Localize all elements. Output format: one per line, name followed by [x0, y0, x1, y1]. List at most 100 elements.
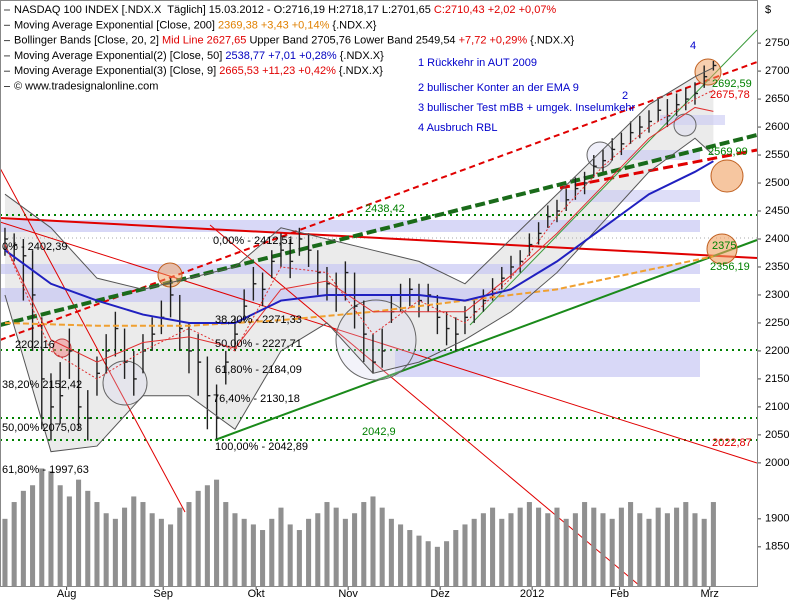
- volume-bar: [296, 530, 302, 586]
- highlight-circle: [335, 299, 417, 381]
- volume-bar: [57, 485, 63, 586]
- volume-bar: [352, 513, 358, 586]
- x-tick-label: Okt: [248, 588, 265, 600]
- bollinger-fill: [4, 67, 714, 452]
- volume-bar: [342, 518, 348, 586]
- legend-text: Upper Band 2705,76 Lower Band 2549,54: [246, 35, 458, 47]
- volume-bar: [306, 518, 312, 586]
- volume-bar: [600, 513, 606, 586]
- volume-bar: [701, 518, 707, 586]
- annotation: 61,80% - 1997,63: [2, 464, 89, 476]
- volume-bar: [149, 513, 155, 586]
- annotation: 4 Ausbruch RBL: [418, 122, 498, 134]
- volume-bar: [2, 518, 8, 586]
- volume-bar: [214, 479, 220, 586]
- volume-bar: [66, 496, 72, 586]
- volume-bar: [269, 518, 275, 586]
- y-tick-label: 2050: [765, 429, 789, 441]
- legend-entry: © www.tradesignalonline.com: [14, 80, 158, 92]
- volume-bar: [241, 518, 247, 586]
- legend-text: Moving Average Exponential(3) [Close, 9]: [14, 65, 219, 77]
- volume-bar: [48, 471, 54, 586]
- volume-bar: [204, 485, 210, 586]
- annotation: 4: [690, 40, 696, 52]
- text-layer: 2750 2700 2650 2600 2550 2500 2450 2400 2350 2300…: [2, 4, 789, 600]
- y-tick-label: 2350: [765, 261, 789, 273]
- y-tick-label: 2150: [765, 373, 789, 385]
- y-tick-label: 1850: [765, 541, 789, 553]
- volume-bar: [232, 513, 238, 586]
- legend-text: 2369,38 +3,43 +0,14%: [218, 19, 330, 31]
- volume-bar: [655, 507, 661, 586]
- legend-text: C:2710,43 +2,02 +0,07%: [434, 4, 557, 16]
- y-tick-label: 2500: [765, 177, 789, 189]
- volume-bar: [554, 507, 560, 586]
- volume-profile: [620, 150, 700, 160]
- x-tick-label: Dez: [430, 588, 450, 600]
- legend-text: Bollinger Bands [Close, 20, 2]: [14, 35, 162, 47]
- volume-bar: [112, 518, 118, 586]
- legend-text: {.NDX.X}: [336, 65, 383, 77]
- volume-bar: [692, 513, 698, 586]
- volume-profile: [395, 350, 700, 377]
- volume-bar: [407, 530, 413, 586]
- annotation: 38,20% - 2271,33: [215, 314, 302, 326]
- y-tick-label: 2400: [765, 233, 789, 245]
- volume-profile: [0, 264, 700, 274]
- volume-bar: [158, 518, 164, 586]
- annotation: 50,00% 2075,03: [2, 422, 82, 434]
- annotation: 2569,99: [708, 146, 748, 158]
- annotation: 2202,16: [15, 339, 55, 351]
- y-tick-label: 2750: [765, 37, 789, 49]
- highlight-circle: [52, 338, 72, 358]
- volume-bar: [30, 485, 36, 586]
- x-tick-label: Nov: [338, 588, 358, 600]
- y-tick-label: 2550: [765, 149, 789, 161]
- indicator-line: [4, 67, 714, 290]
- volume-bar: [453, 530, 459, 586]
- volume-bar: [370, 496, 376, 586]
- volume-bar: [526, 502, 532, 586]
- data-layer: [2, 61, 717, 586]
- annotation: 2375: [712, 240, 736, 252]
- volume-bar: [250, 524, 256, 586]
- fill-layer: [4, 67, 714, 452]
- indicator-line: [4, 137, 714, 453]
- annotation: 2438,42: [365, 203, 405, 215]
- annotation: 2042,9: [362, 426, 396, 438]
- y-tick-label: 2600: [765, 121, 789, 133]
- volume-bar: [609, 518, 615, 586]
- annotation: 2675,78: [710, 89, 750, 101]
- highlight-circle: [586, 141, 614, 169]
- volume-bar: [388, 518, 394, 586]
- volume-bar: [462, 524, 468, 586]
- volume-bar: [490, 507, 496, 586]
- volume-bar: [103, 513, 109, 586]
- y-tick-label: 2300: [765, 289, 789, 301]
- volume-bar: [122, 507, 128, 586]
- volume-bar: [591, 507, 597, 586]
- volume-bar: [278, 507, 284, 586]
- plot-frame: [0, 0, 758, 587]
- volume-profile: [660, 115, 725, 125]
- volume-bar: [582, 502, 588, 586]
- legend-text: Moving Average Exponential(2) [Close, 50…: [14, 50, 225, 62]
- volume-bar: [536, 507, 542, 586]
- volume-bar: [94, 502, 100, 586]
- volume-bar: [683, 502, 689, 586]
- legend-text: Mid Line 2627,65: [162, 35, 246, 47]
- trend-line: [0, 217, 758, 259]
- legend-text: {.NDX.X}: [337, 50, 384, 62]
- volume-bar: [379, 507, 385, 586]
- legend-text: 2665,53 +11,23 +0,42%: [219, 65, 336, 77]
- indicator-line: [4, 106, 714, 363]
- volume-bar: [545, 513, 551, 586]
- volume-bar: [168, 524, 174, 586]
- volume-bar: [76, 479, 82, 586]
- volume-bar: [425, 541, 431, 586]
- trend-line: [0, 167, 186, 513]
- annotation: 1 Rückkehr in AUT 2009: [418, 57, 537, 69]
